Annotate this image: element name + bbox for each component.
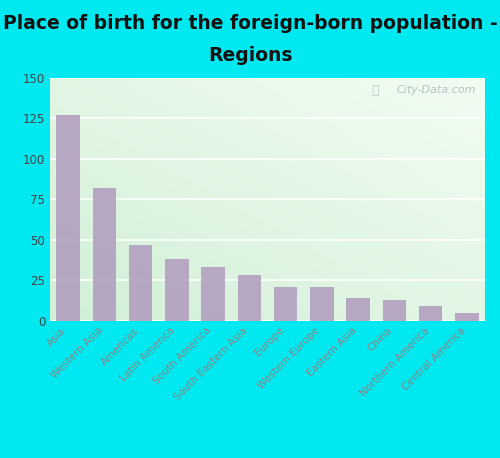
Text: Place of birth for the foreign-born population -: Place of birth for the foreign-born popu… (2, 14, 498, 33)
Bar (346, 298, 370, 321)
Text: ⓘ: ⓘ (371, 84, 378, 97)
Bar (92, 188, 116, 321)
Bar (419, 306, 442, 321)
Bar (202, 267, 225, 321)
Bar (56, 115, 80, 321)
Text: City-Data.com: City-Data.com (397, 85, 476, 95)
Text: Regions: Regions (208, 46, 292, 65)
Bar (238, 275, 261, 321)
Bar (274, 287, 297, 321)
Bar (129, 245, 152, 321)
Bar (310, 287, 334, 321)
Bar (455, 312, 478, 321)
Bar (382, 300, 406, 321)
Bar (165, 259, 188, 321)
